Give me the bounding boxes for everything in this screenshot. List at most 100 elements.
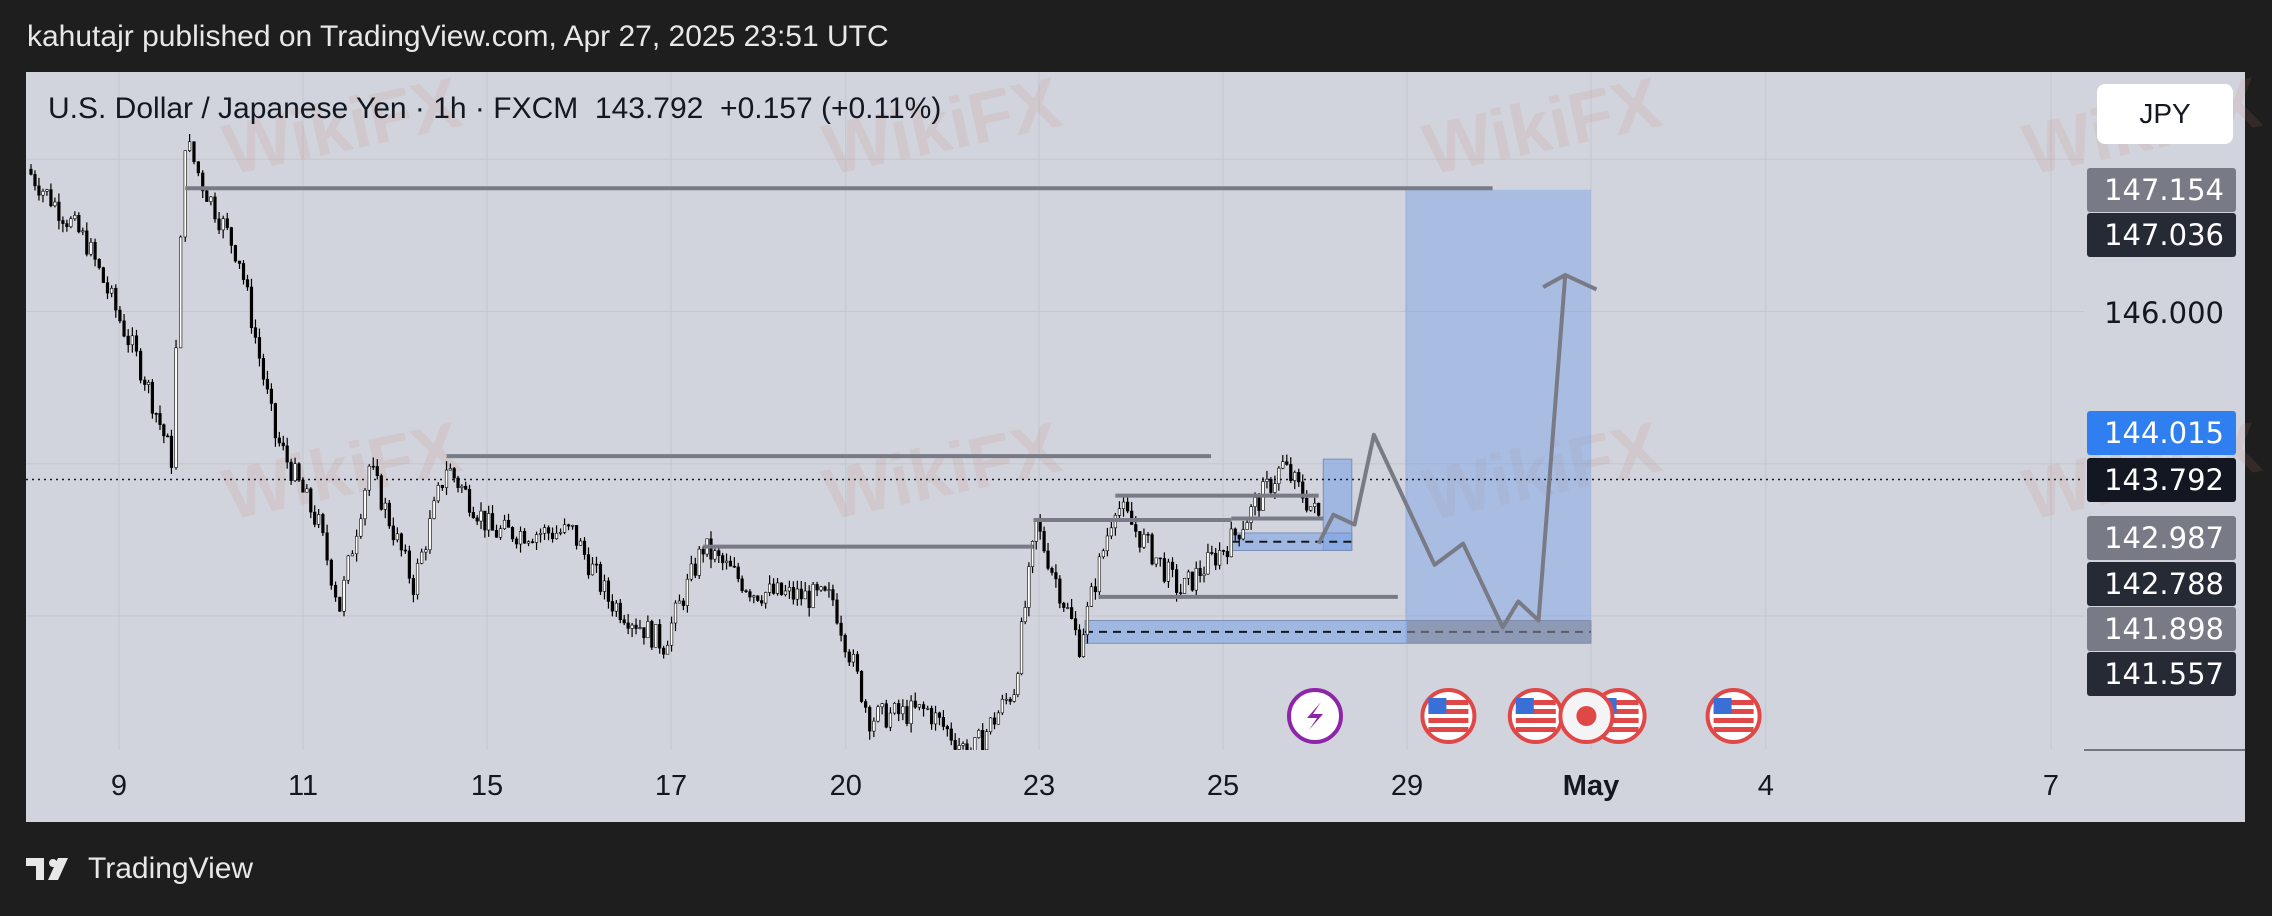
- candle-body: [977, 730, 981, 738]
- us-flag-icon[interactable]: [1507, 688, 1564, 744]
- flag-stripe: [1515, 727, 1556, 732]
- candle-body: [150, 381, 154, 414]
- flag-stripe: [1598, 700, 1639, 705]
- candle-body: [992, 717, 997, 725]
- candle-body: [85, 230, 89, 255]
- candle-body: [1142, 533, 1146, 548]
- candle-body: [534, 534, 539, 543]
- currency-button[interactable]: JPY: [2097, 84, 2233, 144]
- us-flag-icon[interactable]: [1420, 688, 1477, 744]
- price-label: 142.788: [2087, 562, 2236, 606]
- candle-body: [448, 468, 452, 471]
- candle-body: [464, 485, 468, 490]
- candle-body: [188, 141, 192, 151]
- candle-body: [606, 580, 611, 602]
- candle-body: [570, 525, 575, 527]
- candle-body: [1229, 528, 1233, 558]
- flag-canton: [1713, 698, 1732, 714]
- candle-body: [1198, 568, 1202, 576]
- candle-body: [965, 743, 969, 750]
- candle-body: [1174, 569, 1179, 593]
- candle-body: [467, 488, 472, 513]
- candle-body: [1019, 621, 1024, 674]
- candle-body: [1097, 556, 1102, 593]
- candle-body: [1042, 531, 1046, 552]
- candle-body: [1289, 464, 1293, 481]
- candle-body: [221, 218, 225, 231]
- candle-body: [815, 584, 819, 591]
- candle-body: [444, 469, 449, 488]
- candle-body: [522, 531, 527, 544]
- candle-body: [618, 602, 622, 620]
- candle-body: [839, 622, 843, 636]
- candle-body: [1081, 634, 1086, 657]
- candle-body: [1070, 607, 1074, 619]
- last-price: 143.792: [594, 92, 704, 125]
- candle-body: [1000, 699, 1004, 714]
- tradingview-logo[interactable]: TradingView: [26, 852, 253, 886]
- candle-body: [432, 500, 436, 519]
- flag-stripe: [1598, 709, 1639, 714]
- candle-body: [105, 282, 110, 294]
- candle-body: [594, 563, 599, 566]
- us-flag-icon[interactable]: [1705, 688, 1762, 744]
- candle-body: [654, 624, 658, 648]
- candle-body: [1293, 472, 1297, 481]
- candle-body: [701, 548, 705, 555]
- candle-body: [1214, 552, 1218, 566]
- candle-body: [1186, 571, 1191, 579]
- candle-body: [868, 707, 872, 732]
- candle-body: [69, 218, 73, 227]
- candle-body: [1109, 527, 1113, 537]
- candle-body: [403, 549, 407, 552]
- time-tick: May: [1562, 770, 1620, 802]
- candle-body: [756, 595, 760, 601]
- candle-body: [1202, 573, 1206, 576]
- flag-stripe: [1515, 709, 1556, 714]
- candle-body: [1050, 568, 1054, 573]
- candle-body: [1305, 497, 1309, 511]
- candle-body: [880, 703, 884, 708]
- candle-body: [57, 201, 61, 221]
- symbol-title: U.S. Dollar / Japanese Yen · 1h · FXCM: [48, 92, 579, 125]
- flag-canton: [1428, 698, 1447, 714]
- candle-body: [1038, 520, 1042, 532]
- chart-pane[interactable]: [26, 72, 2245, 822]
- candle-body: [1150, 534, 1154, 565]
- price-label: 143.792: [2087, 458, 2236, 502]
- candle-body: [1206, 552, 1210, 575]
- candle-body: [65, 223, 69, 227]
- candle-body: [514, 538, 519, 545]
- candle-body: [961, 743, 965, 746]
- candle-body: [973, 737, 977, 750]
- candle-body: [371, 465, 375, 468]
- lightning-glyph: [1307, 702, 1323, 730]
- candle-body: [622, 619, 626, 624]
- candle-body: [677, 600, 682, 604]
- candle-body: [277, 437, 281, 444]
- japan-flag-sun: [1576, 706, 1597, 726]
- candle-body: [237, 260, 242, 264]
- candle-body: [289, 461, 293, 481]
- candle-body: [586, 554, 591, 576]
- candle-body: [876, 706, 880, 722]
- flag-stripe: [1713, 709, 1754, 714]
- candle-body: [855, 654, 860, 672]
- candle-body: [864, 701, 868, 708]
- time-tick: 29: [1390, 770, 1424, 802]
- candle-body: [395, 533, 399, 541]
- flag-stripe: [1428, 718, 1469, 723]
- candle-body: [988, 717, 993, 732]
- time-tick: 15: [470, 770, 504, 802]
- candle-body: [1054, 572, 1058, 580]
- candle-body: [471, 512, 475, 519]
- candle-body: [452, 468, 456, 479]
- candle-body: [53, 201, 57, 207]
- candle-body: [225, 218, 229, 228]
- projection-path[interactable]: [1316, 274, 1568, 630]
- flag-stripe: [1598, 727, 1639, 732]
- zone-target[interactable]: [1405, 189, 1591, 644]
- candle-body: [97, 259, 101, 268]
- candle-body: [827, 589, 831, 591]
